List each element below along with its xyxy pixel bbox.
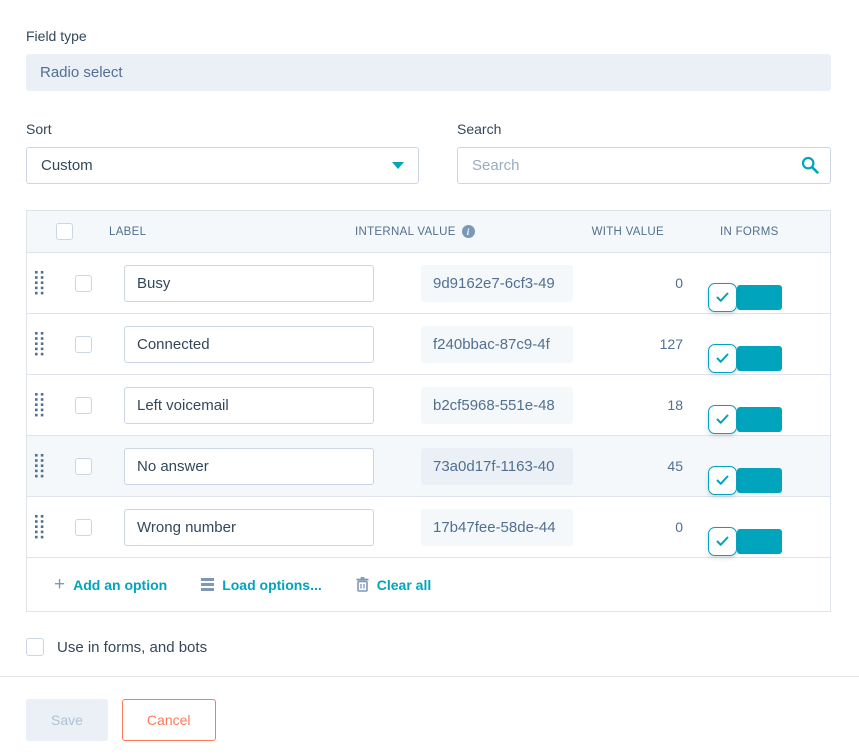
field-type-value: Radio select [26, 54, 831, 91]
row-checkbox[interactable] [75, 518, 92, 536]
option-label-input[interactable] [124, 386, 374, 424]
search-input[interactable] [457, 147, 831, 184]
use-in-forms-label: Use in forms, and bots [57, 638, 208, 656]
with-value-count: 45 [667, 458, 683, 474]
options-table-footer: + Add an option Load options... Clear al… [27, 558, 830, 611]
search-label: Search [457, 121, 502, 137]
internal-value: b2cf5968-551e-48 [421, 386, 573, 424]
divider [0, 676, 859, 677]
column-header-in-forms: IN FORMS [720, 225, 779, 238]
drag-handle-icon[interactable] [35, 393, 44, 417]
check-icon [716, 536, 729, 546]
options-table-header: LABEL INTERNAL VALUE i WITH VALUE IN FOR… [27, 211, 830, 253]
toggle-track [737, 346, 782, 371]
info-icon[interactable]: i [461, 225, 475, 238]
row-checkbox[interactable] [75, 457, 92, 475]
field-type-label: Field type [26, 28, 87, 44]
plus-icon: + [54, 573, 66, 595]
column-header-label: LABEL [109, 225, 147, 238]
toggle-track [737, 285, 782, 310]
toggle-knob [708, 405, 737, 434]
toggle-track [737, 529, 782, 554]
drag-handle-icon[interactable] [35, 332, 44, 356]
toggle-knob [708, 527, 737, 556]
row-checkbox[interactable] [75, 396, 92, 414]
chevron-down-icon [392, 162, 404, 169]
add-option-button[interactable]: + Add an option [54, 573, 168, 595]
clear-all-button[interactable]: Clear all [356, 577, 431, 593]
toggle-track [737, 407, 782, 432]
check-icon [716, 475, 729, 485]
internal-value: 9d9162e7-6cf3-49 [421, 264, 573, 302]
with-value-count: 18 [667, 397, 683, 413]
action-buttons: Save Cancel [26, 699, 831, 741]
toggle-knob [708, 466, 737, 495]
toggle-track [737, 468, 782, 493]
row-checkbox[interactable] [75, 274, 92, 292]
sort-selected-value: Custom [41, 157, 93, 174]
with-value-count: 127 [659, 336, 683, 352]
option-label-input[interactable] [124, 264, 374, 302]
table-row: 9d9162e7-6cf3-49 0 [27, 253, 830, 314]
sort-dropdown[interactable]: Custom [26, 147, 419, 184]
toggle-knob [708, 344, 737, 373]
drag-handle-icon[interactable] [35, 271, 44, 295]
option-label-input[interactable] [124, 325, 374, 363]
toggle-knob [708, 283, 737, 312]
with-value-count: 0 [675, 275, 683, 291]
drag-handle-icon[interactable] [35, 454, 44, 478]
internal-value: 73a0d17f-1163-40 [421, 447, 573, 485]
load-options-button[interactable]: Load options... [201, 577, 322, 593]
select-all-checkbox[interactable] [56, 223, 73, 240]
row-checkbox[interactable] [75, 335, 92, 353]
trash-icon [356, 577, 369, 592]
drag-handle-icon[interactable] [35, 515, 44, 539]
check-icon [716, 414, 729, 424]
internal-value: 17b47fee-58de-44 [421, 508, 573, 546]
cancel-button[interactable]: Cancel [121, 699, 216, 741]
check-icon [716, 292, 729, 302]
save-button[interactable]: Save [26, 699, 108, 741]
column-header-internal-value: INTERNAL VALUE [355, 225, 456, 238]
with-value-count: 0 [675, 519, 683, 535]
table-row: 73a0d17f-1163-40 45 [27, 436, 830, 497]
option-label-input[interactable] [124, 447, 374, 485]
list-icon [201, 578, 215, 591]
table-row: f240bbac-87c9-4f 127 [27, 314, 830, 375]
table-row: b2cf5968-551e-48 18 [27, 375, 830, 436]
sort-search-row: Sort Custom Search [26, 121, 831, 184]
search-icon [801, 156, 819, 174]
use-in-forms-row: Use in forms, and bots [26, 638, 831, 656]
internal-value: f240bbac-87c9-4f [421, 325, 573, 363]
options-table: LABEL INTERNAL VALUE i WITH VALUE IN FOR… [26, 210, 831, 612]
clear-all-label: Clear all [376, 576, 432, 593]
load-options-label: Load options... [222, 576, 322, 593]
table-row: 17b47fee-58de-44 0 [27, 497, 830, 558]
use-in-forms-checkbox[interactable] [26, 638, 44, 656]
sort-label: Sort [26, 121, 52, 137]
column-header-with-value: WITH VALUE [591, 225, 664, 238]
option-label-input[interactable] [124, 508, 374, 546]
check-icon [716, 353, 729, 363]
add-option-label: Add an option [73, 576, 168, 593]
